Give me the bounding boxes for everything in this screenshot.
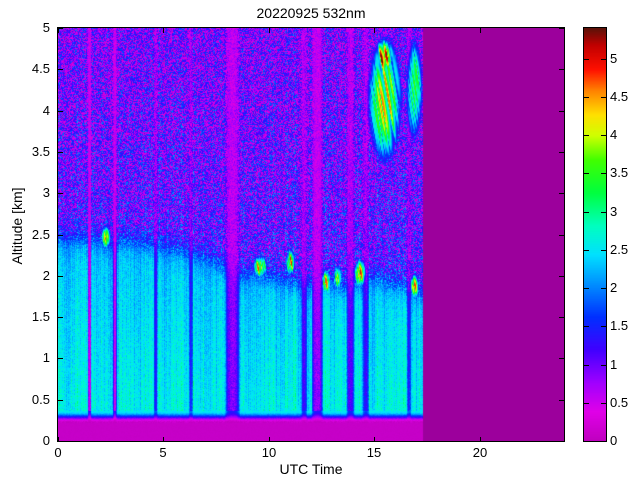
colorbar-tick-mark (601, 441, 606, 442)
colorbar-tick-mark-left (584, 365, 589, 366)
colorbar-tick-label: 1 (610, 357, 618, 372)
y-tick-mark-right (559, 69, 564, 70)
y-tick-mark-right (559, 276, 564, 277)
colorbar-gradient (584, 28, 606, 441)
y-tick-mark-right (559, 441, 564, 442)
colorbar-tick-label: 2.5 (610, 242, 629, 257)
y-tick-mark (58, 152, 63, 153)
colorbar[interactable] (583, 27, 607, 442)
x-tick-label: 10 (261, 445, 277, 460)
x-tick-mark-top (163, 28, 164, 33)
colorbar-tick-mark-left (584, 326, 589, 327)
x-axis-label: UTC Time (279, 461, 343, 477)
y-tick-mark (58, 111, 63, 112)
y-tick-mark (58, 358, 63, 359)
colorbar-tick-label: 3 (610, 204, 618, 219)
colorbar-tick-label: 1.5 (610, 318, 629, 333)
colorbar-tick-mark-left (584, 173, 589, 174)
colorbar-tick-mark (601, 59, 606, 60)
y-tick-mark-right (559, 152, 564, 153)
colorbar-tick-label: 4 (610, 127, 618, 142)
y-tick-mark (58, 193, 63, 194)
colorbar-tick-mark-left (584, 59, 589, 60)
y-tick-label: 4 (42, 103, 50, 118)
colorbar-tick-mark-left (584, 97, 589, 98)
x-tick-label: 5 (159, 445, 167, 460)
page-title: 20220925 532nm (256, 5, 366, 21)
heatmap-plot-area[interactable] (57, 27, 565, 442)
colorbar-tick-mark-left (584, 441, 589, 442)
x-tick-label: 15 (366, 445, 382, 460)
colorbar-tick-mark-left (584, 212, 589, 213)
y-tick-mark (58, 235, 63, 236)
y-tick-label: 2.5 (31, 227, 50, 242)
colorbar-tick-mark (601, 173, 606, 174)
colorbar-tick-label: 4.5 (610, 89, 629, 104)
y-tick-mark-right (559, 400, 564, 401)
y-tick-mark-right (559, 358, 564, 359)
y-tick-mark (58, 441, 63, 442)
colorbar-tick-mark-left (584, 403, 589, 404)
y-tick-mark-right (559, 28, 564, 29)
colorbar-tick-mark (601, 135, 606, 136)
x-tick-label: 20 (472, 445, 488, 460)
y-tick-mark (58, 276, 63, 277)
y-tick-label: 0 (42, 433, 50, 448)
colorbar-tick-label: 2 (610, 280, 618, 295)
y-tick-label: 3.5 (31, 144, 50, 159)
y-tick-label: 1.5 (31, 309, 50, 324)
colorbar-tick-label: 5 (610, 51, 618, 66)
colorbar-tick-mark (601, 288, 606, 289)
y-tick-mark (58, 317, 63, 318)
colorbar-tick-mark (601, 250, 606, 251)
colorbar-tick-label: 0 (610, 433, 618, 448)
colorbar-tick-mark (601, 365, 606, 366)
x-tick-mark (163, 437, 164, 442)
x-tick-mark (269, 437, 270, 442)
colorbar-tick-label: 3.5 (610, 165, 629, 180)
y-tick-label: 1 (42, 350, 50, 365)
y-tick-mark (58, 69, 63, 70)
x-tick-mark-top (480, 28, 481, 33)
colorbar-tick-mark-left (584, 250, 589, 251)
y-tick-label: 0.5 (31, 392, 50, 407)
colorbar-tick-mark (601, 212, 606, 213)
colorbar-tick-label: 0.5 (610, 395, 629, 410)
colorbar-tick-mark-left (584, 288, 589, 289)
y-tick-mark (58, 28, 63, 29)
backscatter-heatmap-canvas (58, 28, 564, 441)
colorbar-tick-mark (601, 326, 606, 327)
x-tick-label: 0 (54, 445, 62, 460)
x-tick-mark-top (58, 28, 59, 33)
x-tick-mark-top (374, 28, 375, 33)
y-tick-label: 3 (42, 185, 50, 200)
y-tick-label: 2 (42, 268, 50, 283)
colorbar-tick-mark (601, 403, 606, 404)
y-tick-mark-right (559, 193, 564, 194)
y-tick-mark (58, 400, 63, 401)
y-tick-label: 4.5 (31, 61, 50, 76)
x-tick-mark (58, 437, 59, 442)
y-tick-mark-right (559, 317, 564, 318)
colorbar-tick-mark (601, 97, 606, 98)
x-tick-mark (374, 437, 375, 442)
x-tick-mark (480, 437, 481, 442)
x-tick-mark-top (269, 28, 270, 33)
y-tick-label: 5 (42, 20, 50, 35)
colorbar-tick-mark-left (584, 135, 589, 136)
y-tick-mark-right (559, 111, 564, 112)
y-tick-mark-right (559, 235, 564, 236)
